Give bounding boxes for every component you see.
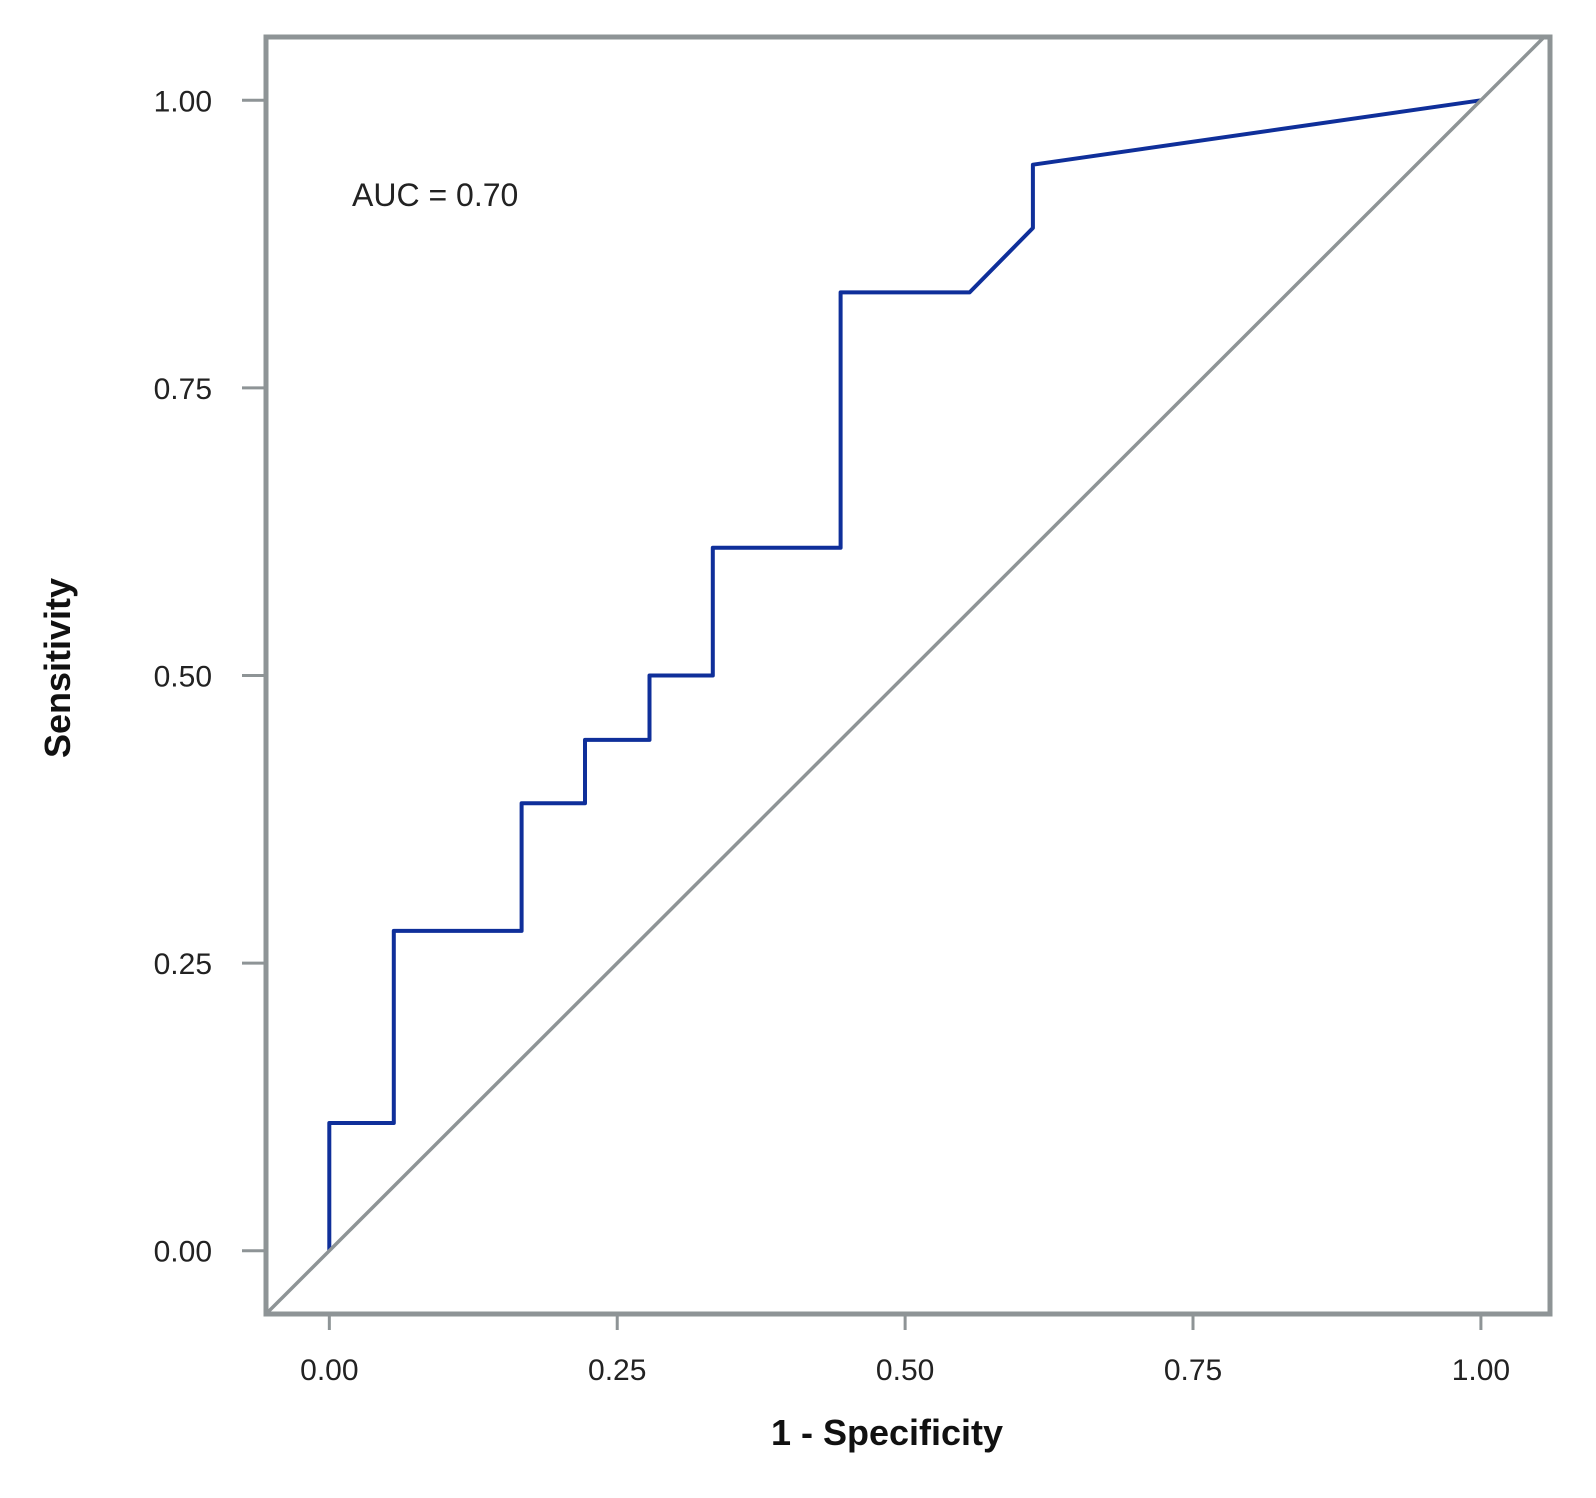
tick-layer: 0.00 0.25 0.50 0.75 1.00 0.00 0.25 0.50 0.75 1.00	[154, 85, 1510, 1387]
x-tick-label: 0.25	[588, 1354, 646, 1387]
roc-curve-line	[327, 98, 1482, 1251]
y-tick-label: 1.00	[154, 85, 212, 118]
y-tick-label: 0.00	[154, 1236, 212, 1269]
auc-annotation: AUC = 0.70	[352, 177, 518, 213]
x-tick-label: 0.75	[1164, 1354, 1222, 1387]
plot-layer	[263, 34, 1553, 1317]
x-axis-title: 1 - Specificity	[771, 1412, 1003, 1453]
y-tick-label: 0.75	[154, 373, 212, 406]
y-tick-label: 0.25	[154, 948, 212, 981]
y-tick-label: 0.50	[154, 661, 212, 694]
x-tick-label: 0.50	[876, 1354, 934, 1387]
x-tick-label: 1.00	[1452, 1354, 1510, 1387]
x-tick-label: 0.00	[300, 1354, 358, 1387]
y-axis-title: Sensitivity	[37, 578, 78, 758]
reference-diagonal-line	[266, 37, 1547, 1314]
